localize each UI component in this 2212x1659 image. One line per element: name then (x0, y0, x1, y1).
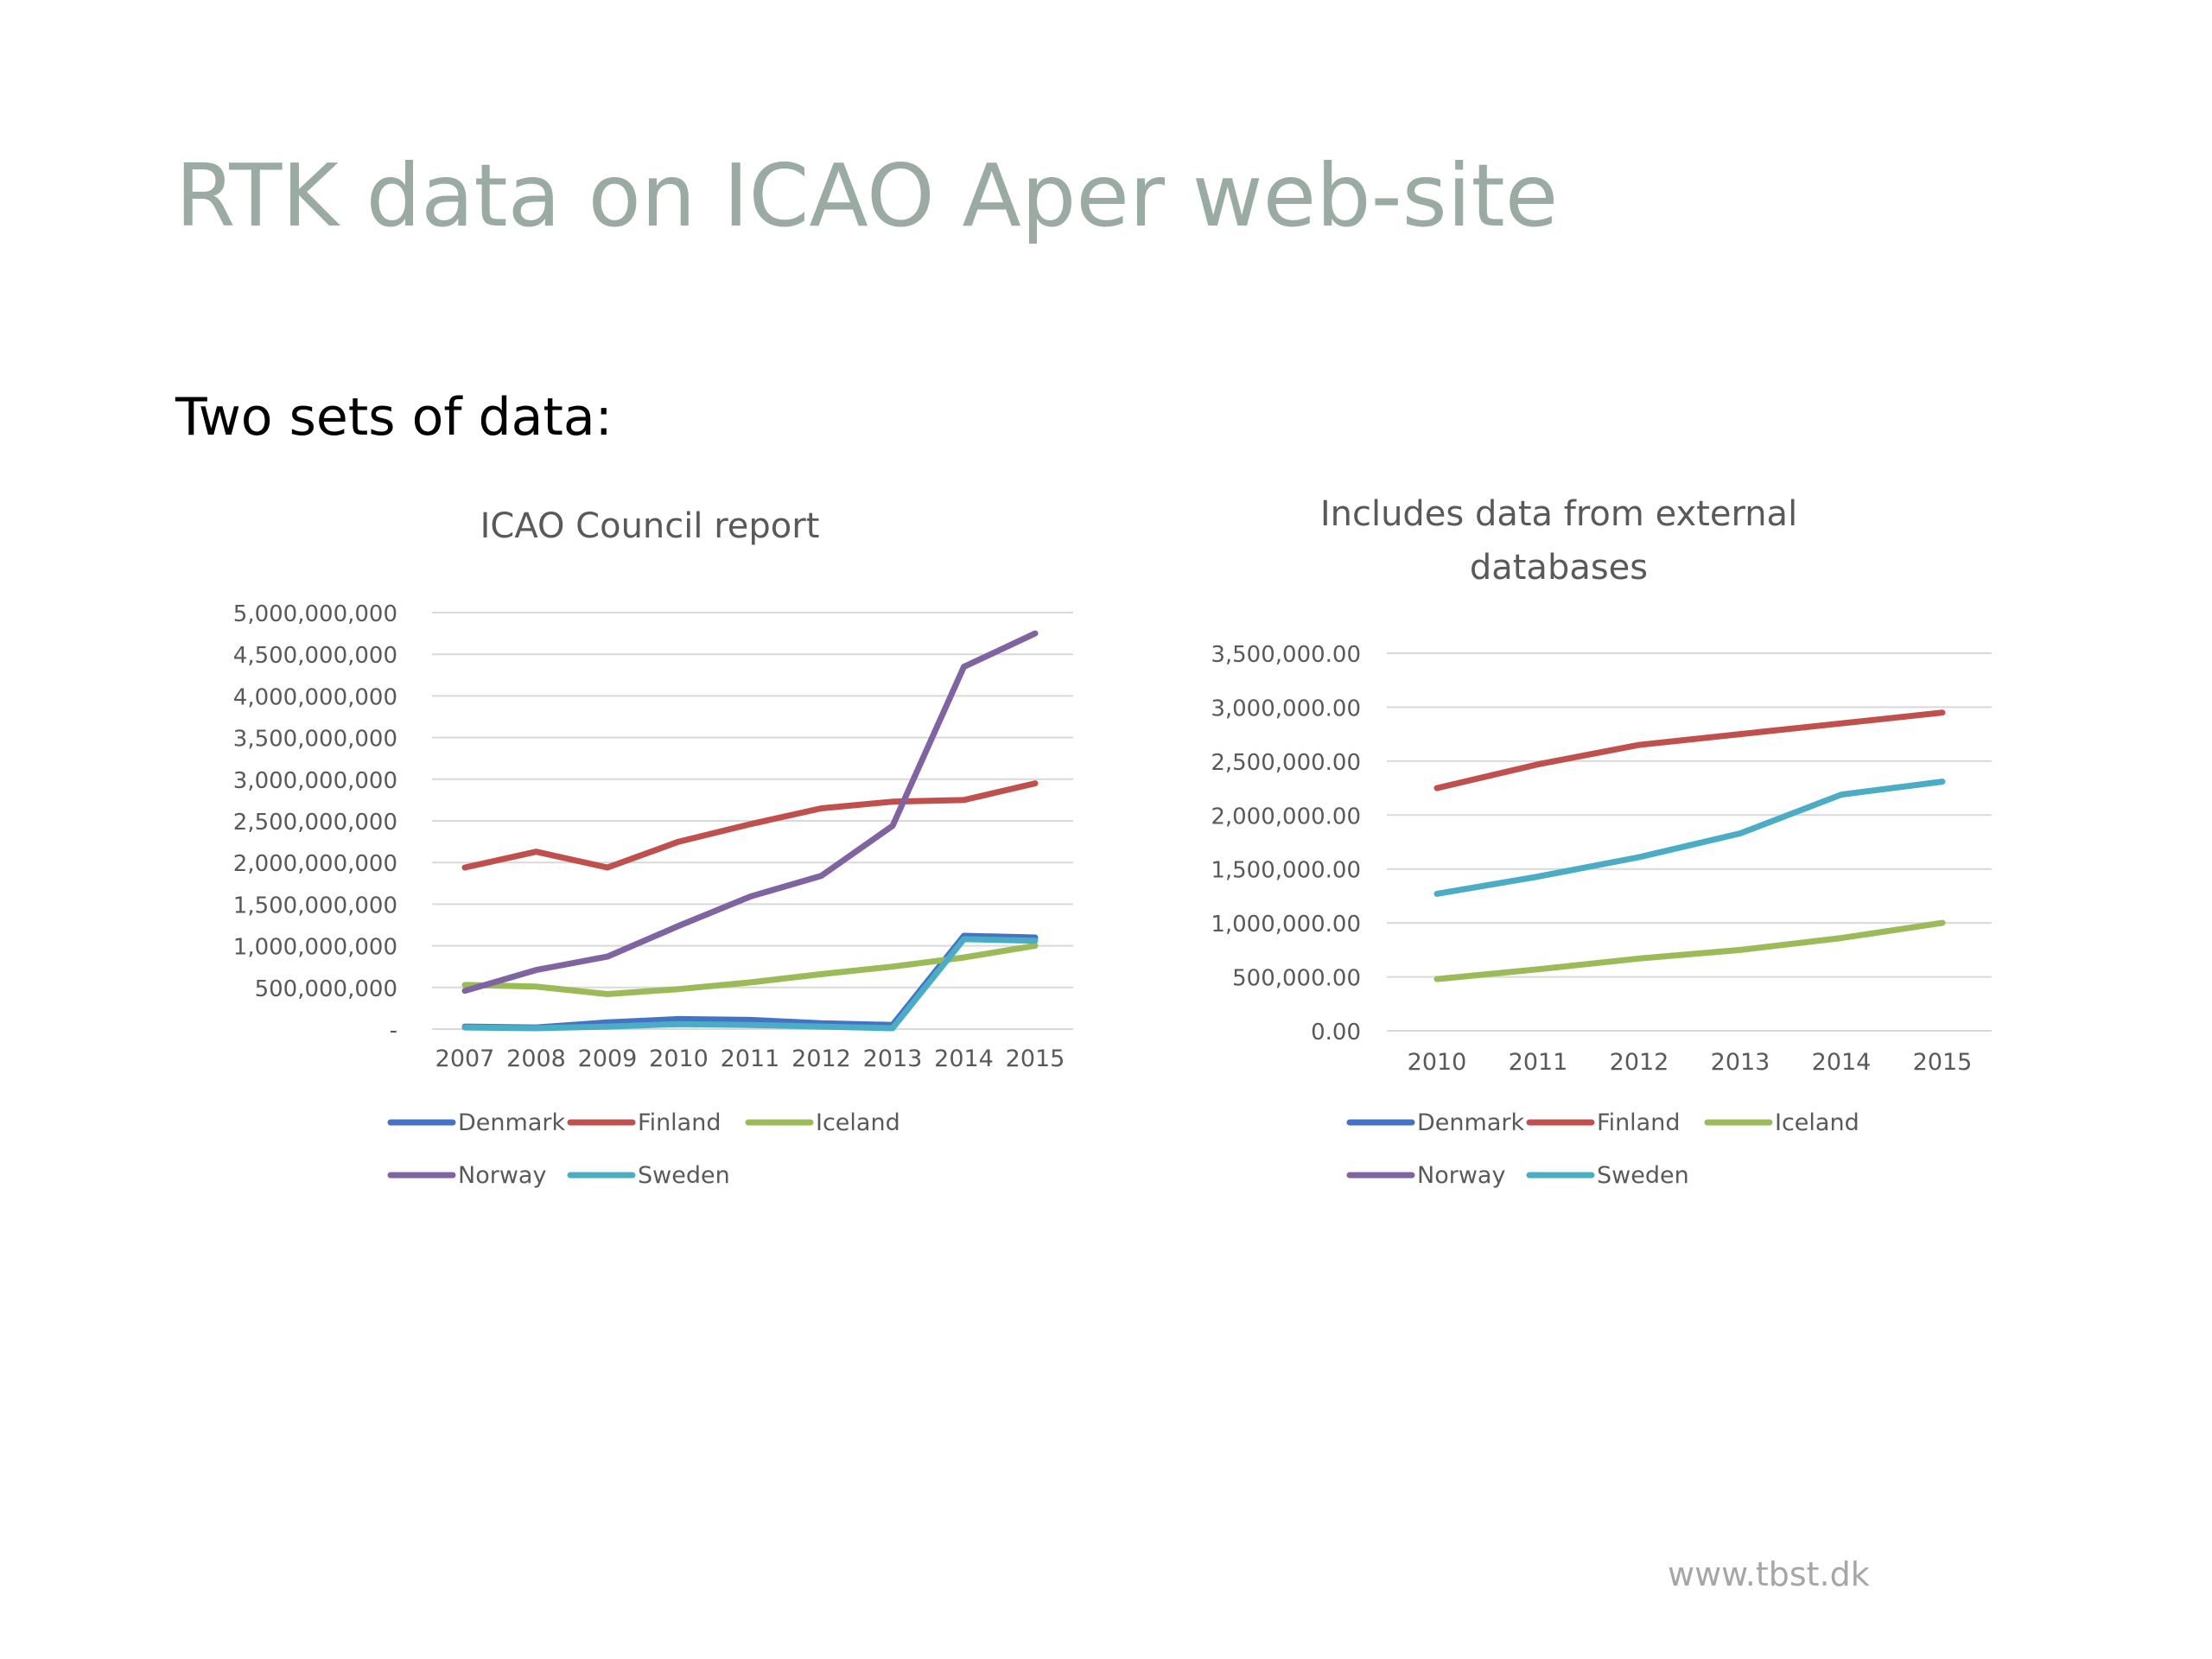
series-line-finland (1433, 709, 1946, 791)
x-tick-label: 2012 (1610, 1049, 1669, 1076)
y-tick-label: 500,000,000 (255, 976, 397, 1002)
y-tick-label: 5,000,000,000 (233, 601, 397, 627)
y-tick-label: 4,000,000,000 (233, 684, 397, 710)
chart-title: Includes data from external databases (1320, 494, 1797, 588)
legend-item-denmark: Denmark (387, 1109, 565, 1136)
x-tick-label: 2015 (1006, 1046, 1065, 1072)
y-tick-label: 2,500,000.00 (1211, 750, 1361, 776)
legend-label: Norway (1417, 1162, 1505, 1189)
chart-title: ICAO Council report (480, 506, 820, 546)
y-tick-label: - (390, 1018, 397, 1044)
x-tick-label: 2014 (934, 1046, 994, 1072)
y-tick-label: 0.00 (1311, 1020, 1361, 1046)
slide-title: RTK data on ICAO Aper web-site (175, 145, 1559, 246)
y-tick-label: 2,000,000,000 (233, 851, 397, 877)
chart-1: ICAO Council report - 500,000,000 1,000,000… (233, 506, 1073, 1189)
y-tick-label: 1,500,000.00 (1211, 858, 1361, 884)
chart-2: Includes data from external databases 0.00… (1211, 494, 1992, 1189)
legend-item-iceland: Iceland (745, 1109, 900, 1136)
legend-item-denmark: Denmark (1346, 1109, 1524, 1136)
legend-item-sweden: Sweden (567, 1162, 730, 1189)
series-line-iceland (1433, 919, 1946, 982)
series-line-sweden (461, 936, 1039, 1032)
legend-label: Denmark (1417, 1109, 1524, 1136)
x-tick-label: 2007 (435, 1046, 495, 1072)
y-tick-label: 1,000,000,000 (233, 935, 397, 961)
series-line-iceland (461, 943, 1039, 997)
legend-item-norway: Norway (387, 1162, 546, 1189)
series-line-finland (461, 780, 1039, 871)
legend-label: Finland (1597, 1109, 1680, 1136)
y-tick-label: 2,500,000,000 (233, 810, 397, 836)
legend-item-finland: Finland (1526, 1109, 1680, 1136)
legend-label: Iceland (1775, 1109, 1859, 1136)
y-tick-label: 3,000,000,000 (233, 768, 397, 794)
legend-label: Iceland (816, 1109, 900, 1136)
legend-item-iceland: Iceland (1704, 1109, 1859, 1136)
y-tick-label: 4,500,000,000 (233, 643, 397, 669)
legend-label: Finland (638, 1109, 721, 1136)
legend-label: Denmark (458, 1109, 565, 1136)
x-tick-label: 2015 (1913, 1049, 1973, 1076)
x-tick-label: 2010 (1408, 1049, 1467, 1076)
legend-label: Norway (458, 1162, 546, 1189)
series-line-norway (461, 630, 1039, 995)
y-tick-label: 3,000,000.00 (1211, 696, 1361, 721)
legend-item-finland: Finland (567, 1109, 721, 1136)
x-tick-label: 2014 (1812, 1049, 1872, 1076)
footer-url: www.tbst.dk (1668, 1555, 1870, 1593)
x-tick-label: 2013 (863, 1046, 923, 1072)
slide-subtitle: Two sets of data: (175, 387, 613, 448)
x-tick-label: 2010 (649, 1046, 709, 1072)
legend-item-norway: Norway (1346, 1162, 1505, 1189)
x-tick-label: 2009 (578, 1046, 638, 1072)
y-tick-label: 1,500,000,000 (233, 893, 397, 918)
y-tick-label: 3,500,000.00 (1211, 642, 1361, 668)
series-line-sweden (1433, 779, 1946, 897)
y-tick-label: 3,500,000,000 (233, 727, 397, 753)
x-tick-label: 2011 (1509, 1049, 1568, 1076)
legend-item-sweden: Sweden (1526, 1162, 1689, 1189)
x-tick-label: 2013 (1711, 1049, 1770, 1076)
y-tick-label: 2,000,000.00 (1211, 804, 1361, 830)
y-tick-label: 1,000,000.00 (1211, 912, 1361, 938)
legend-label: Sweden (638, 1162, 730, 1189)
x-tick-label: 2011 (721, 1046, 780, 1072)
y-tick-label: 500,000.00 (1232, 966, 1361, 992)
x-tick-label: 2008 (506, 1046, 566, 1072)
legend-label: Sweden (1597, 1162, 1689, 1189)
x-tick-label: 2012 (791, 1046, 851, 1072)
